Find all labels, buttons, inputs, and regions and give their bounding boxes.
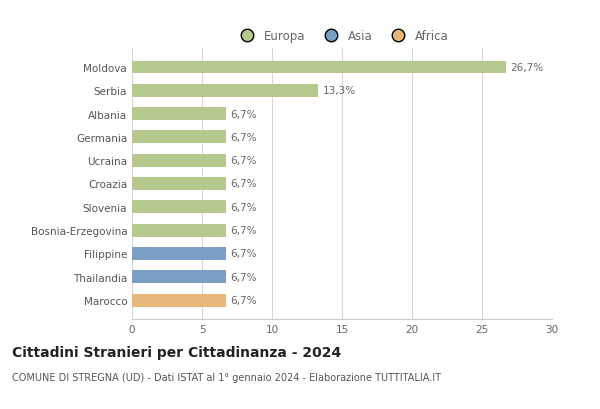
- Bar: [132, 271, 226, 283]
- Bar: [132, 178, 226, 191]
- Text: 26,7%: 26,7%: [510, 63, 543, 73]
- Legend: Europa, Asia, Africa: Europa, Asia, Africa: [230, 25, 454, 48]
- Text: COMUNE DI STREGNA (UD) - Dati ISTAT al 1° gennaio 2024 - Elaborazione TUTTITALIA: COMUNE DI STREGNA (UD) - Dati ISTAT al 1…: [12, 372, 441, 382]
- Bar: [132, 224, 226, 237]
- Bar: [132, 131, 226, 144]
- Text: 6,7%: 6,7%: [230, 295, 257, 306]
- Text: 6,7%: 6,7%: [230, 272, 257, 282]
- Text: Cittadini Stranieri per Cittadinanza - 2024: Cittadini Stranieri per Cittadinanza - 2…: [12, 346, 341, 360]
- Bar: [132, 294, 226, 307]
- Bar: [132, 247, 226, 260]
- Text: 13,3%: 13,3%: [322, 86, 356, 96]
- Text: 6,7%: 6,7%: [230, 202, 257, 212]
- Text: 6,7%: 6,7%: [230, 156, 257, 166]
- Text: 6,7%: 6,7%: [230, 249, 257, 259]
- Text: 6,7%: 6,7%: [230, 179, 257, 189]
- Bar: [132, 85, 318, 97]
- Bar: [132, 201, 226, 214]
- Text: 6,7%: 6,7%: [230, 226, 257, 236]
- Bar: [132, 154, 226, 167]
- Bar: [132, 61, 506, 74]
- Bar: [132, 108, 226, 121]
- Text: 6,7%: 6,7%: [230, 109, 257, 119]
- Text: 6,7%: 6,7%: [230, 133, 257, 142]
